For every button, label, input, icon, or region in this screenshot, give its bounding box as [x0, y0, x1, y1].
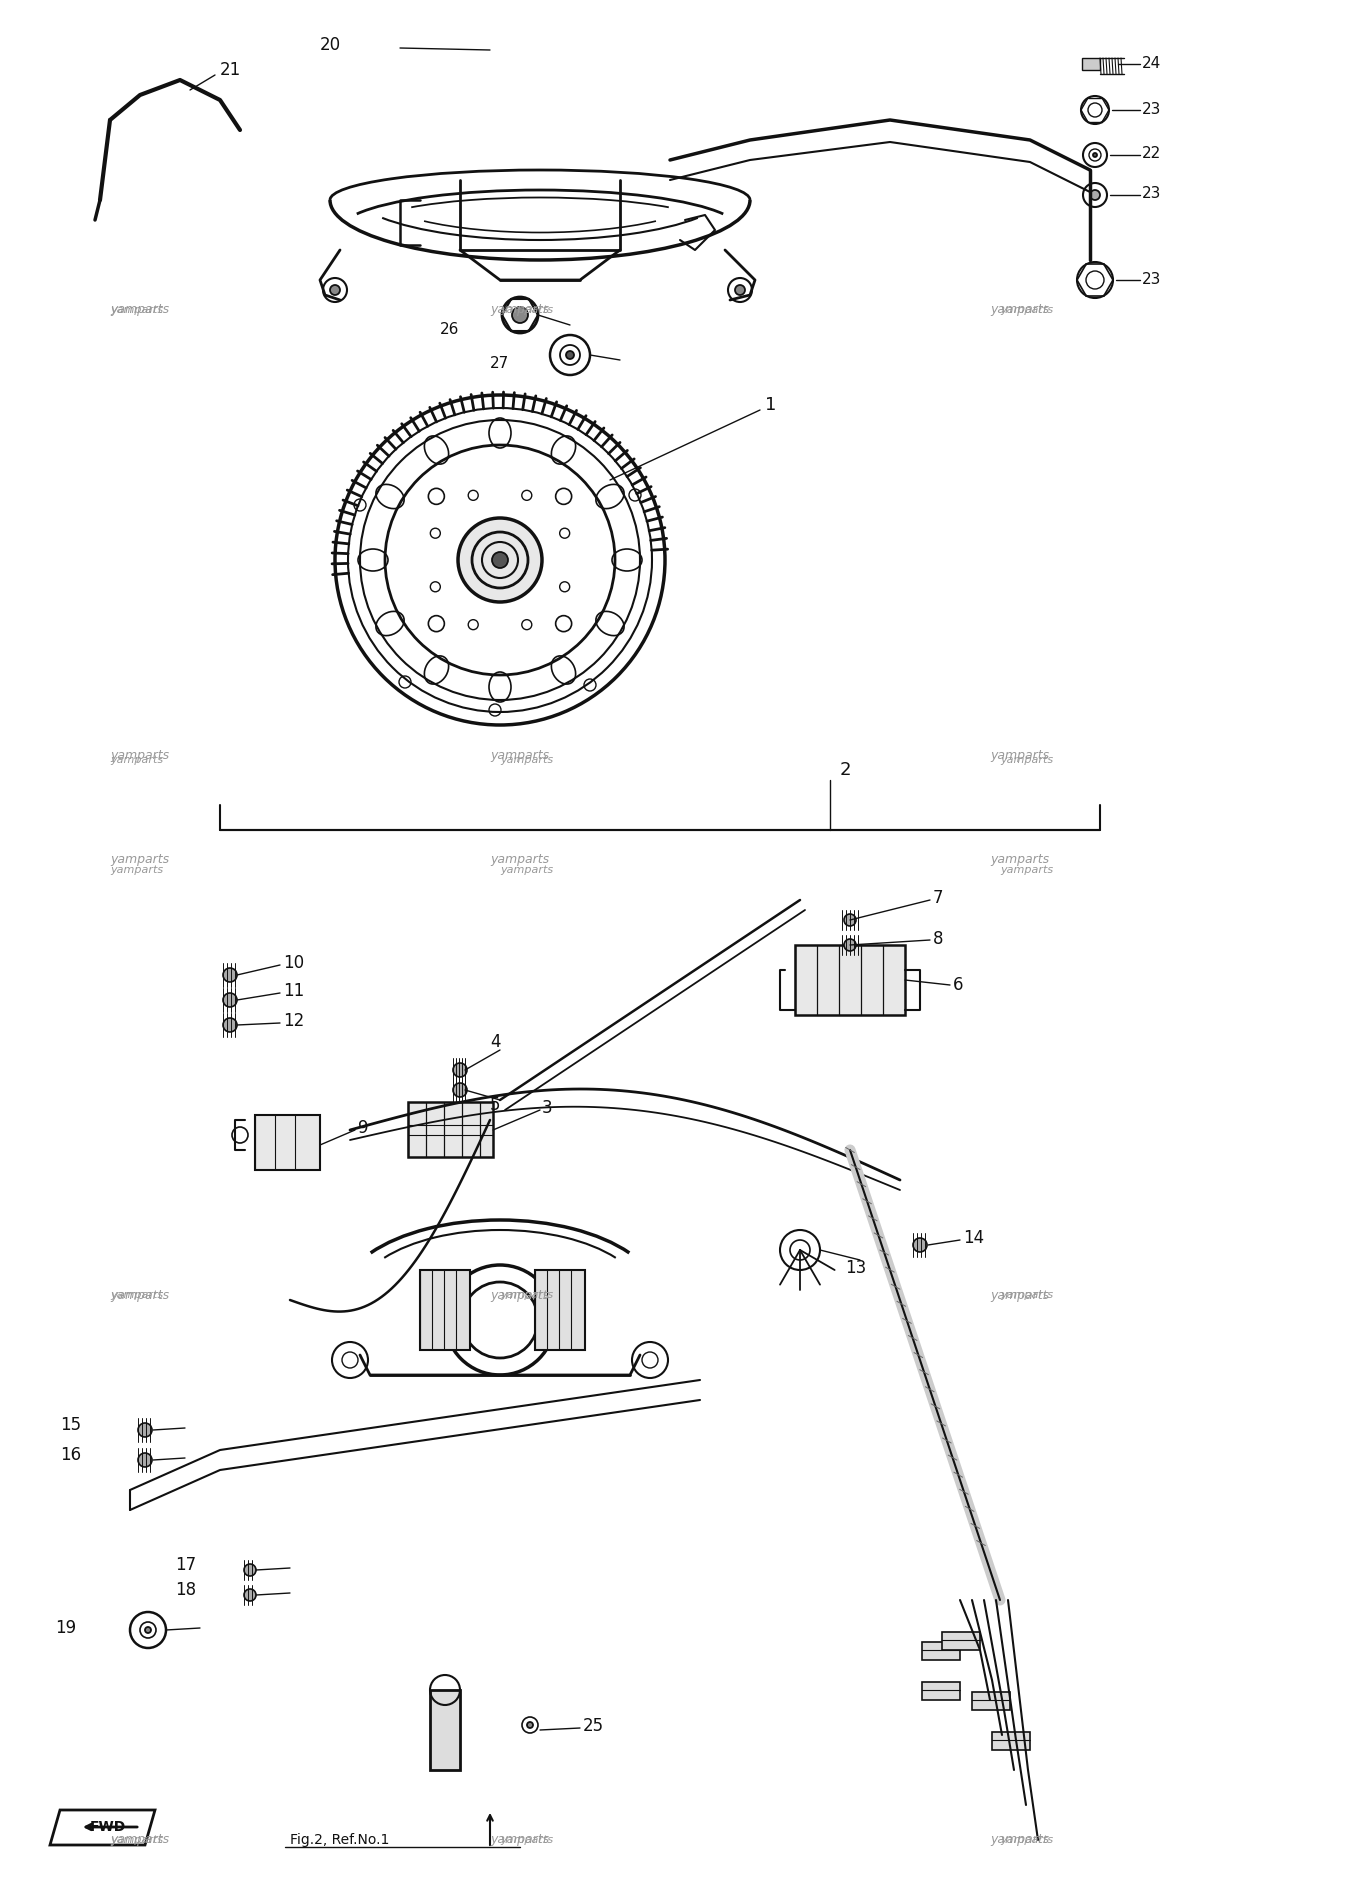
Text: 13: 13	[845, 1259, 866, 1276]
Text: 11: 11	[283, 981, 305, 1000]
Text: 5: 5	[490, 1097, 500, 1114]
Bar	[796, 946, 904, 1015]
Text: yamparts: yamparts	[110, 864, 163, 876]
Text: 10: 10	[283, 953, 305, 972]
Text: yamparts: yamparts	[490, 853, 549, 866]
Text: yamparts: yamparts	[110, 853, 169, 866]
Text: Fig.2, Ref.No.1: Fig.2, Ref.No.1	[290, 1832, 389, 1848]
Text: yamparts: yamparts	[1000, 1290, 1053, 1299]
Text: yamparts: yamparts	[990, 303, 1049, 316]
Text: yamparts: yamparts	[490, 1834, 549, 1846]
Text: 19: 19	[54, 1619, 76, 1638]
Text: yamparts: yamparts	[500, 1290, 554, 1299]
Text: 21: 21	[220, 61, 241, 79]
Bar	[430, 1691, 460, 1770]
Text: 26: 26	[441, 323, 460, 337]
Text: yamparts: yamparts	[1000, 755, 1053, 766]
Circle shape	[243, 1588, 256, 1602]
Circle shape	[223, 993, 237, 1008]
Bar	[256, 1116, 320, 1171]
Text: 9: 9	[358, 1119, 369, 1136]
Text: 3: 3	[543, 1099, 552, 1118]
Circle shape	[845, 913, 855, 927]
Text: yamparts: yamparts	[490, 1288, 549, 1301]
Text: yamparts: yamparts	[490, 303, 549, 316]
Text: 20: 20	[320, 36, 341, 55]
Bar	[942, 1632, 981, 1651]
Bar	[991, 1732, 1030, 1749]
Circle shape	[137, 1452, 152, 1467]
Text: 8: 8	[933, 930, 944, 947]
Text: 17: 17	[175, 1556, 196, 1573]
Circle shape	[1093, 153, 1098, 157]
Circle shape	[913, 1239, 928, 1252]
Text: 23: 23	[1142, 272, 1161, 287]
Circle shape	[734, 286, 745, 295]
Bar	[922, 1681, 960, 1700]
Text: 18: 18	[175, 1581, 196, 1600]
Text: yamparts: yamparts	[110, 755, 163, 766]
Circle shape	[492, 552, 509, 567]
Text: 4: 4	[490, 1032, 500, 1051]
Text: 25: 25	[583, 1717, 604, 1736]
Text: 23: 23	[1142, 185, 1161, 200]
Text: yamparts: yamparts	[500, 1834, 554, 1846]
Text: FWD: FWD	[90, 1819, 126, 1834]
Text: yamparts: yamparts	[490, 749, 549, 762]
Text: yamparts: yamparts	[990, 1288, 1049, 1301]
Text: yamparts: yamparts	[110, 1290, 163, 1299]
Circle shape	[137, 1424, 152, 1437]
Bar	[922, 1641, 960, 1660]
Bar	[972, 1692, 1010, 1709]
Circle shape	[566, 352, 574, 359]
Circle shape	[223, 1017, 237, 1032]
Text: yamparts: yamparts	[1000, 864, 1053, 876]
Text: yamparts: yamparts	[1000, 1834, 1053, 1846]
Circle shape	[528, 1723, 533, 1728]
Text: 1: 1	[764, 395, 777, 414]
Circle shape	[511, 306, 528, 323]
Text: yamparts: yamparts	[110, 749, 169, 762]
Text: 27: 27	[490, 356, 509, 371]
Bar	[1083, 59, 1100, 70]
Text: yamparts: yamparts	[500, 304, 554, 316]
Text: 12: 12	[283, 1012, 305, 1031]
Bar	[534, 1271, 585, 1350]
Text: yamparts: yamparts	[500, 864, 554, 876]
Text: 23: 23	[1142, 102, 1161, 117]
Text: 15: 15	[60, 1416, 82, 1433]
Text: 24: 24	[1142, 55, 1161, 70]
Circle shape	[330, 286, 340, 295]
Text: 7: 7	[933, 889, 944, 908]
Text: yamparts: yamparts	[110, 1834, 163, 1846]
Text: yamparts: yamparts	[110, 1834, 169, 1846]
Bar	[408, 1102, 492, 1157]
Text: yamparts: yamparts	[110, 304, 163, 316]
Circle shape	[453, 1084, 466, 1097]
Text: yamparts: yamparts	[1000, 304, 1053, 316]
Text: 14: 14	[963, 1229, 985, 1246]
Circle shape	[458, 518, 543, 601]
Text: yamparts: yamparts	[110, 303, 169, 316]
Text: yamparts: yamparts	[990, 853, 1049, 866]
Text: 16: 16	[60, 1447, 82, 1464]
Text: 6: 6	[953, 976, 963, 995]
Text: 22: 22	[1142, 146, 1161, 161]
Text: 2: 2	[840, 760, 851, 779]
Circle shape	[223, 968, 237, 981]
Circle shape	[453, 1063, 466, 1078]
Circle shape	[1089, 189, 1100, 200]
Circle shape	[146, 1626, 151, 1634]
Text: yamparts: yamparts	[990, 749, 1049, 762]
Circle shape	[243, 1564, 256, 1575]
Text: yamparts: yamparts	[110, 1288, 169, 1301]
Bar	[420, 1271, 471, 1350]
Text: yamparts: yamparts	[990, 1834, 1049, 1846]
Circle shape	[845, 940, 855, 951]
Text: yamparts: yamparts	[500, 755, 554, 766]
